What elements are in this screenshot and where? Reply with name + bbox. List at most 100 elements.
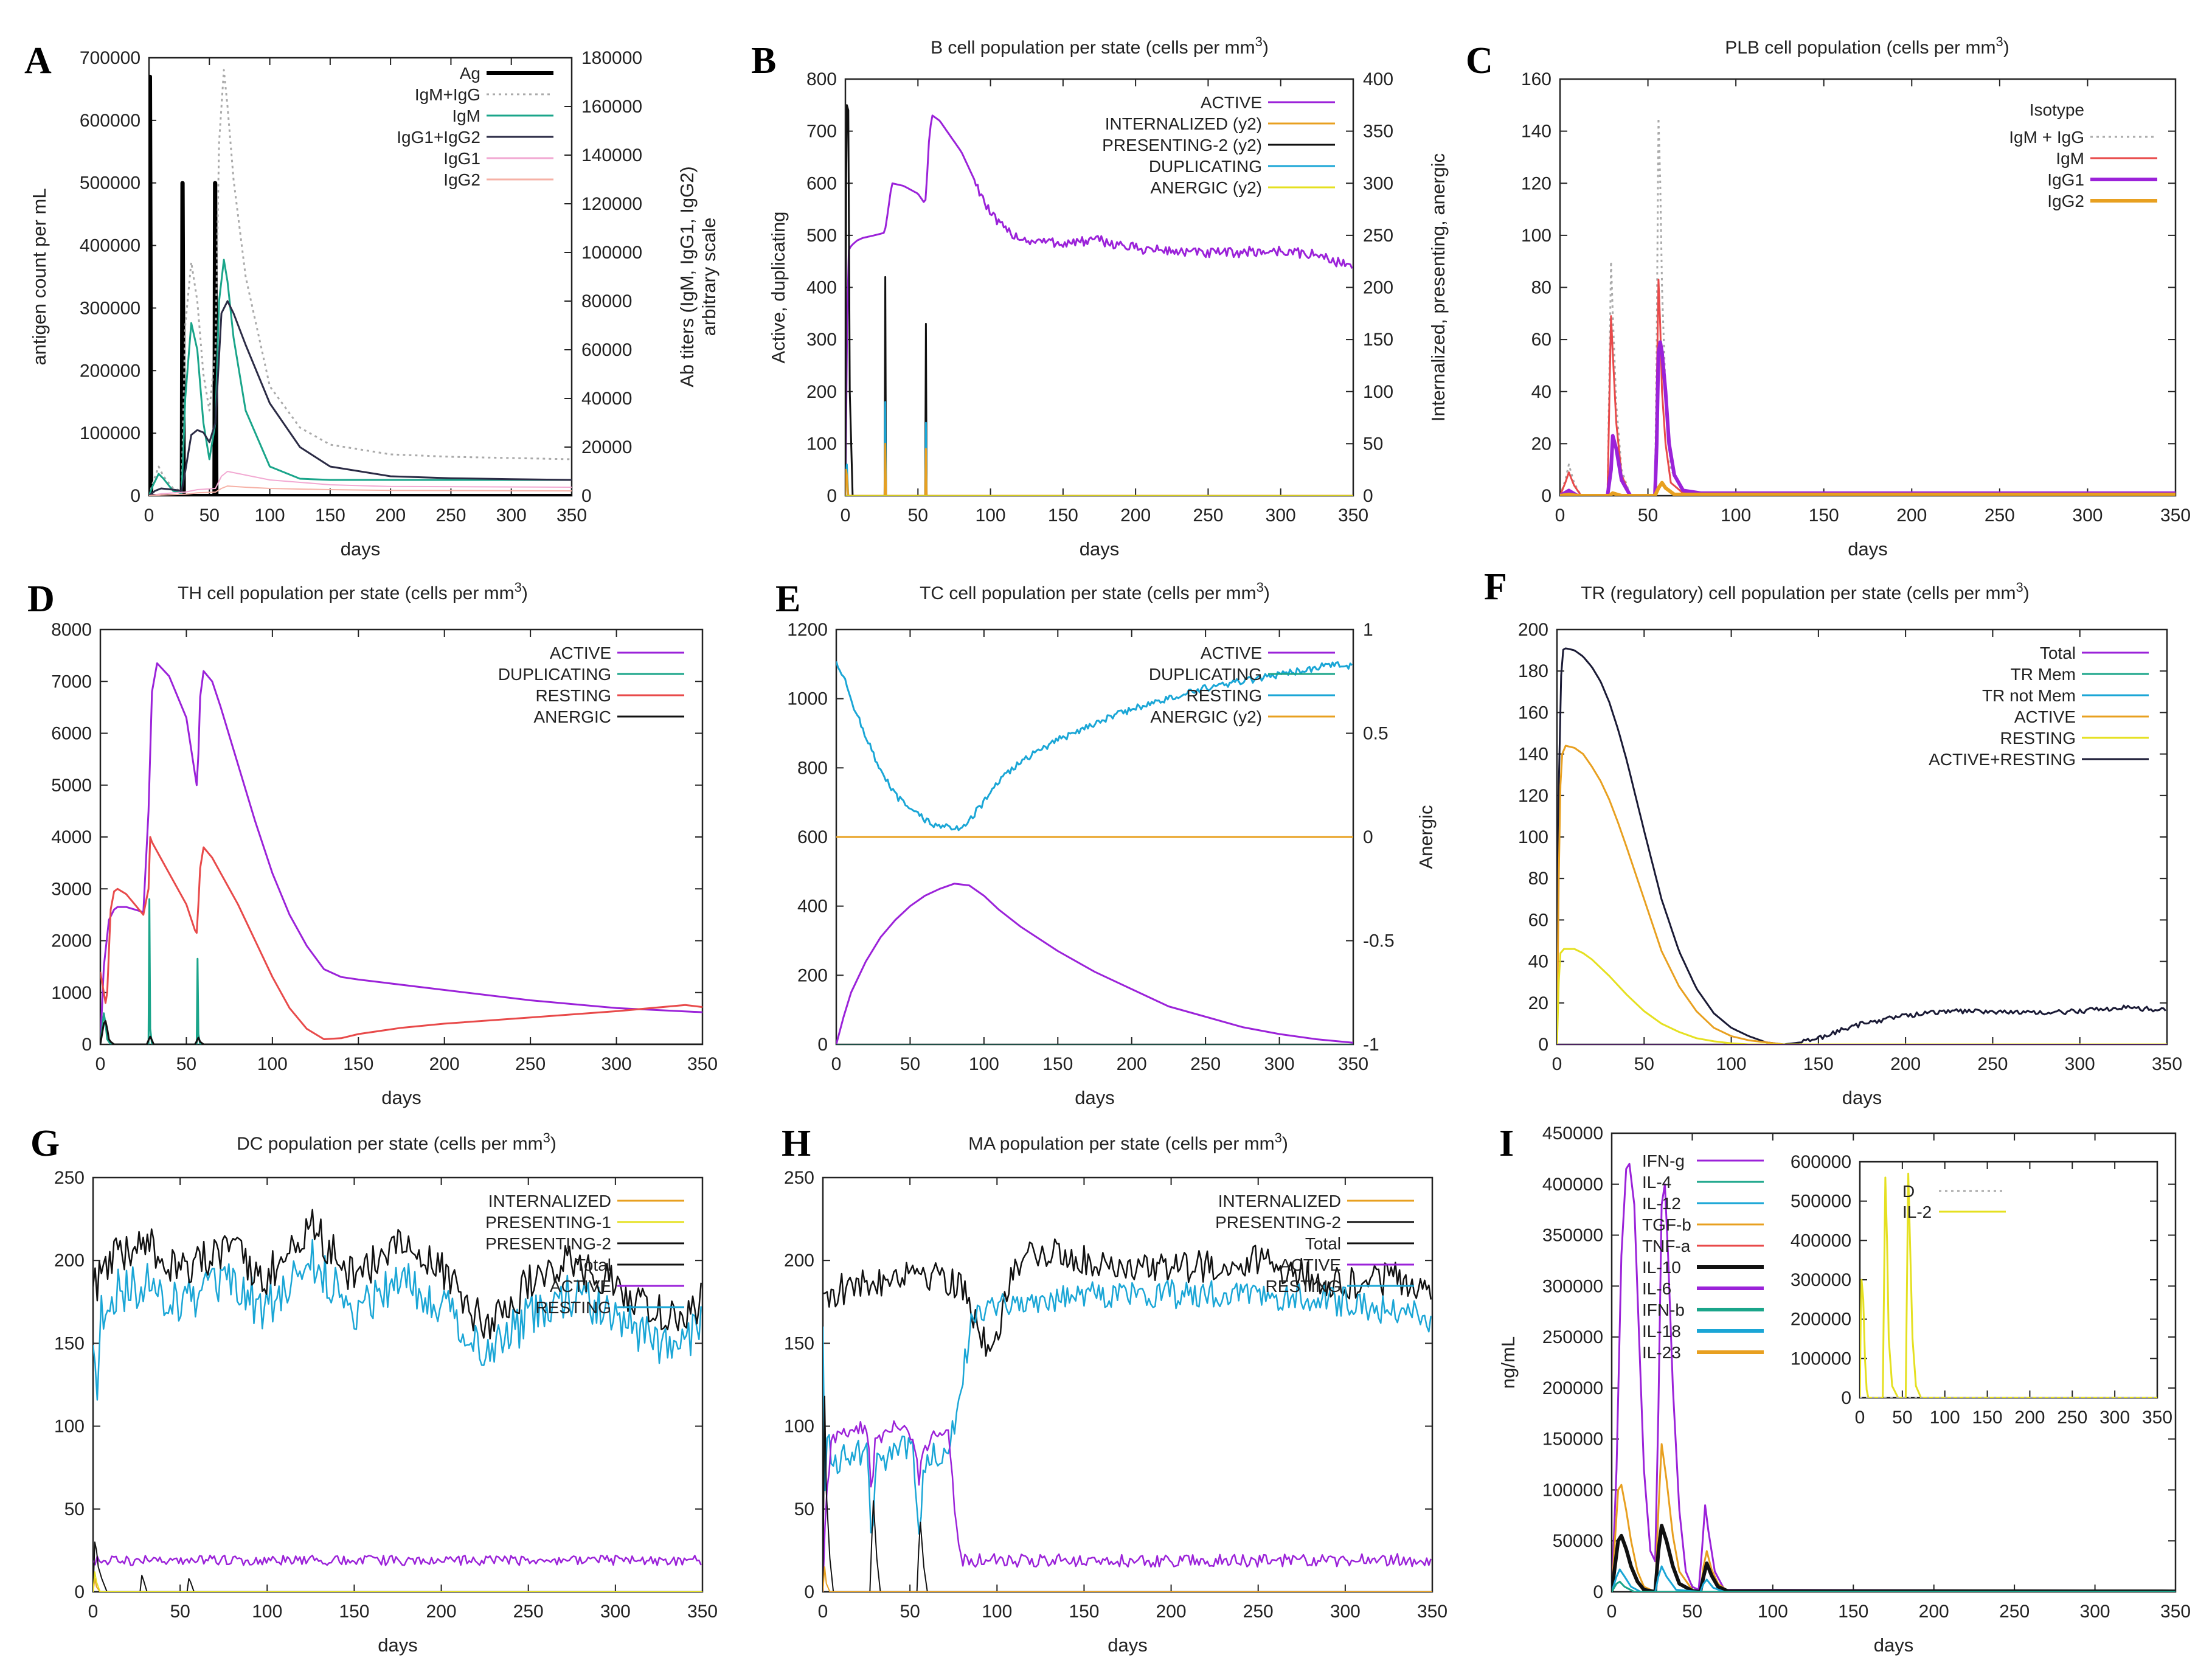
x-tick-label: 350 [2142, 1408, 2172, 1428]
x-tick-label: 150 [315, 505, 345, 526]
y-tick-label: 200000 [80, 361, 140, 381]
y-tick-label: 150 [54, 1333, 85, 1353]
x-tick-label: 250 [1999, 1602, 2030, 1622]
legend-label: IL-23 [1642, 1343, 1681, 1362]
y-tick-label: 160 [1521, 69, 1552, 89]
y-tick-label: 300000 [1791, 1270, 1851, 1290]
y2-tick-label: 140000 [581, 145, 642, 165]
legend-label: ACTIVE [2014, 707, 2076, 726]
legend: ACTIVE INTERNALIZED (y2) PRESENTING-2 (y2)… [1102, 93, 1335, 197]
legend-label: RESTING [2000, 729, 2076, 748]
y-tick-label: 60 [1528, 910, 1548, 930]
x-tick-label: 300 [602, 1054, 632, 1074]
x-tick-label: 300 [1266, 505, 1296, 526]
legend-label: IgG1+IgG2 [397, 128, 480, 147]
legend-label: Total [2040, 644, 2076, 662]
y-tick-label: 0 [817, 1035, 828, 1055]
chart-b: 0 50 100 150 200 250 300 3500100200300400500600… [751, 34, 1449, 560]
series-active [823, 1420, 1432, 1592]
legend-label: IgG2 [2047, 192, 2084, 210]
y-tick-label: 0 [827, 486, 837, 506]
y-tick-label: 20 [1528, 993, 1548, 1013]
x-tick-label: 200 [426, 1602, 457, 1622]
x-tick-label: 300 [2099, 1408, 2130, 1428]
y-tick-label: 200000 [1542, 1378, 1603, 1398]
y-tick-label: 1000 [51, 983, 92, 1003]
legend-label: RESTING [536, 686, 611, 705]
legend-label: ACTIVE [550, 644, 611, 662]
x-tick-label: 50 [900, 1602, 920, 1622]
legend-label: IL-4 [1642, 1173, 1671, 1192]
x-tick-label: 50 [170, 1602, 190, 1622]
x-tick-label: 350 [687, 1054, 718, 1074]
legend-label: IFN-b [1642, 1300, 1685, 1319]
legend-label: DUPLICATING [1149, 665, 1262, 684]
legend-label: RESTING [1266, 1277, 1341, 1296]
y-tick-label: 300000 [1542, 1276, 1603, 1296]
y-tick-label: 0 [1538, 1035, 1548, 1055]
x-tick-label: 100 [1716, 1054, 1747, 1074]
legend-label: IgM + IgG [2009, 128, 2084, 147]
y2-tick-label: 160000 [581, 97, 642, 117]
y2-tick-label: 0.5 [1363, 724, 1389, 744]
chart-g: 0 50 100 150 200 250 300 350 0 50 100 150 200 250 days… [30, 1123, 718, 1656]
x-tick-label: 50 [176, 1054, 196, 1074]
panel-letter-h: H [782, 1123, 811, 1164]
legend-label: IgM [2056, 149, 2084, 168]
chart-c: 0 50 100 150 200 250 300 350 0 20 40 60 80 100 120 140 1… [1466, 34, 2191, 560]
x-tick-label: 100 [257, 1054, 288, 1074]
y-tick-label: 0 [1841, 1388, 1851, 1408]
y2-tick-label: 80000 [581, 291, 632, 311]
x-tick-label: 0 [88, 1602, 99, 1622]
series-il-2 [1860, 1172, 2157, 1398]
legend-label: ACTIVE [1201, 644, 1262, 662]
x-axis-label: days [1848, 538, 1887, 560]
series-active [1557, 745, 2167, 1044]
y2-tick-label: 60000 [581, 340, 632, 360]
series-presenting-1 [93, 1571, 702, 1592]
y2-tick-label: 250 [1363, 226, 1393, 246]
y-tick-label: 60 [1531, 330, 1552, 350]
x-tick-label: 300 [2065, 1054, 2095, 1074]
y-tick-label: 0 [74, 1582, 85, 1602]
series-presenting-2 [823, 1395, 1432, 1592]
y-tick-label: 40 [1528, 952, 1548, 972]
y-tick-label: 1000 [787, 689, 828, 709]
series-igg1 [1560, 340, 2176, 496]
x-tick-label: 200 [1120, 505, 1151, 526]
panel-letter-f: F [1484, 566, 1507, 608]
x-tick-label: 50 [1892, 1408, 1912, 1428]
x-axis-label: days [381, 1087, 421, 1108]
legend-label: Ag [460, 64, 480, 83]
legend-label: IgM [452, 106, 480, 125]
chart-i-inset: 0 50 100 150 200 250 300 350 0 100000 200000 300000… [1791, 1152, 2172, 1428]
x-tick-label: 150 [339, 1602, 369, 1622]
x-tick-label: 50 [199, 505, 220, 526]
y-tick-label: 200 [797, 965, 828, 985]
chart-i: 0 50 100 150 200 250 300 350 0 50000 100000 150000 2… [1497, 1123, 2191, 1656]
y-tick-label: 700000 [80, 48, 140, 68]
y-tick-label: 500000 [1791, 1192, 1851, 1212]
chart-d: 0 50 100 150 200 250 300 350 0 1000 2000 3000 4000 50… [27, 578, 718, 1108]
x-axis-label: days [1075, 1087, 1114, 1108]
y-axis-label: Active, duplicating [768, 212, 789, 364]
x-tick-label: 200 [1890, 1054, 1921, 1074]
series-igg1-igg2 [149, 300, 572, 496]
y-tick-label: 700 [806, 122, 837, 142]
y2-axis-label: Internalized, presenting, anergic [1427, 153, 1449, 422]
y-tick-label: 600 [797, 827, 828, 847]
y-tick-label: 120 [1518, 786, 1548, 806]
x-tick-label: 100 [1721, 505, 1751, 526]
legend-label: INTERNALIZED [488, 1192, 611, 1210]
y2-tick-label: 300 [1363, 173, 1393, 193]
y-tick-label: 140 [1521, 122, 1552, 142]
x-tick-label: 300 [2080, 1602, 2110, 1622]
x-tick-label: 0 [1855, 1408, 1865, 1428]
chart-title: DC population per state (cells per mm3) [237, 1130, 556, 1154]
series-ag [149, 74, 572, 496]
y-tick-label: 100 [54, 1417, 85, 1437]
y-tick-label: 400000 [1542, 1175, 1603, 1195]
x-axis-label: days [341, 538, 380, 560]
